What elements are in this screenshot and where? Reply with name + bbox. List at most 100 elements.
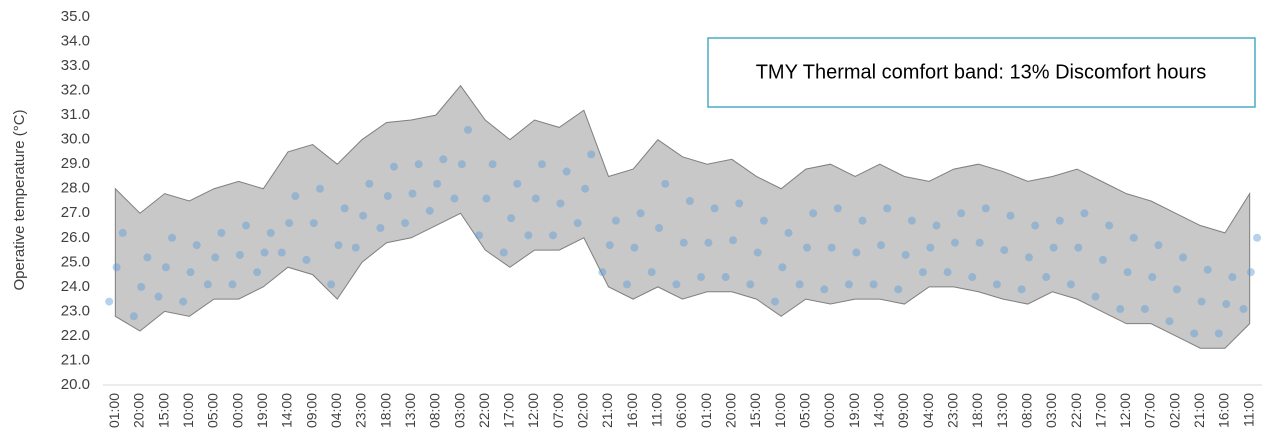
- y-tick-label: 28.0: [61, 180, 90, 197]
- temperature-point: [291, 192, 300, 201]
- temperature-point: [869, 280, 878, 289]
- temperature-point: [1049, 243, 1058, 252]
- temperature-point: [770, 297, 779, 306]
- x-tick-label: 09:00: [303, 393, 319, 428]
- temperature-point: [457, 160, 466, 169]
- temperature-point: [1140, 304, 1149, 313]
- temperature-point: [858, 216, 867, 225]
- temperature-point: [710, 204, 719, 213]
- temperature-point: [679, 238, 688, 247]
- y-tick-label: 33.0: [61, 57, 90, 74]
- x-tick-label: 01:00: [698, 393, 714, 428]
- temperature-point: [1000, 246, 1009, 255]
- temperature-point: [186, 268, 195, 277]
- x-tick-label: 19:00: [254, 393, 270, 428]
- temperature-point: [795, 280, 804, 289]
- temperature-point: [499, 248, 508, 257]
- temperature-point: [1203, 265, 1212, 274]
- temperature-point: [531, 194, 540, 203]
- temperature-point: [932, 221, 941, 230]
- temperature-point: [203, 280, 212, 289]
- x-tick-label: 05:00: [797, 393, 813, 428]
- x-tick-label: 20:00: [131, 393, 147, 428]
- annotation-text: TMY Thermal comfort band: 13% Discomfort…: [756, 61, 1207, 83]
- temperature-point: [655, 223, 664, 232]
- y-tick-label: 31.0: [61, 106, 90, 123]
- temperature-point: [1154, 241, 1163, 250]
- temperature-point: [844, 280, 853, 289]
- temperature-point: [482, 194, 491, 203]
- temperature-point: [340, 204, 349, 213]
- x-tick-label: 23:00: [353, 393, 369, 428]
- y-tick-label: 32.0: [61, 82, 90, 99]
- temperature-point: [1253, 233, 1262, 242]
- temperature-point: [968, 273, 977, 282]
- temperature-point: [753, 248, 762, 257]
- temperature-point: [556, 199, 565, 208]
- temperature-point: [154, 292, 163, 301]
- temperature-point: [1123, 268, 1132, 277]
- temperature-point: [260, 248, 269, 257]
- x-tick-label: 08:00: [1018, 393, 1034, 428]
- x-tick-label: 20:00: [723, 393, 739, 428]
- temperature-point: [1214, 329, 1223, 338]
- temperature-point: [1239, 304, 1248, 313]
- y-tick-label: 26.0: [61, 229, 90, 246]
- temperature-point: [721, 273, 730, 282]
- temperature-point: [537, 160, 546, 169]
- x-tick-label: 18:00: [969, 393, 985, 428]
- temperature-point: [975, 238, 984, 247]
- x-tick-label: 12:00: [525, 393, 541, 428]
- x-tick-label: 11:00: [649, 393, 665, 427]
- x-tick-label: 17:00: [1092, 393, 1108, 428]
- temperature-point: [401, 219, 410, 228]
- temperature-point: [1074, 243, 1083, 252]
- temperature-point: [266, 228, 275, 237]
- temperature-point: [507, 214, 516, 223]
- temperature-point: [376, 223, 385, 232]
- temperature-point: [143, 253, 152, 262]
- temperature-point: [907, 216, 916, 225]
- temperature-point: [463, 125, 472, 134]
- temperature-point: [242, 221, 251, 230]
- y-tick-label: 24.0: [61, 278, 90, 295]
- x-tick-label: 21:00: [1191, 393, 1207, 428]
- temperature-point: [901, 250, 910, 259]
- temperature-point: [630, 243, 639, 252]
- temperature-point: [918, 268, 927, 277]
- x-tick-label: 11:00: [1240, 393, 1256, 427]
- temperature-point: [1179, 253, 1188, 262]
- temperature-point: [217, 228, 226, 237]
- temperature-point: [524, 231, 533, 240]
- temperature-point: [161, 263, 170, 272]
- temperature-point: [414, 160, 423, 169]
- temperature-point: [118, 228, 127, 237]
- temperature-point: [549, 231, 558, 240]
- temperature-point: [1148, 273, 1157, 282]
- temperature-point: [957, 209, 966, 218]
- temperature-point: [661, 179, 670, 188]
- temperature-point: [129, 312, 138, 321]
- temperature-point: [636, 209, 645, 218]
- temperature-point: [1031, 221, 1040, 230]
- temperature-point: [778, 263, 787, 272]
- x-tick-label: 07:00: [1142, 393, 1158, 428]
- temperature-point: [475, 231, 484, 240]
- temperature-point: [883, 204, 892, 213]
- temperature-point: [943, 268, 952, 277]
- temperature-point: [433, 179, 442, 188]
- temperature-point: [137, 282, 146, 291]
- temperature-point: [316, 184, 325, 193]
- temperature-point: [1017, 285, 1026, 294]
- x-tick-label: 15:00: [155, 393, 171, 428]
- x-tick-label: 22:00: [1068, 393, 1084, 428]
- temperature-point: [327, 280, 336, 289]
- x-tick-label: 06:00: [673, 393, 689, 428]
- temperature-point: [302, 255, 311, 264]
- x-tick-label: 14:00: [279, 393, 295, 428]
- temperature-point: [168, 233, 177, 242]
- x-tick-label: 07:00: [550, 393, 566, 428]
- temperature-point: [926, 243, 935, 252]
- temperature-point: [277, 248, 286, 257]
- y-tick-label: 27.0: [61, 204, 90, 221]
